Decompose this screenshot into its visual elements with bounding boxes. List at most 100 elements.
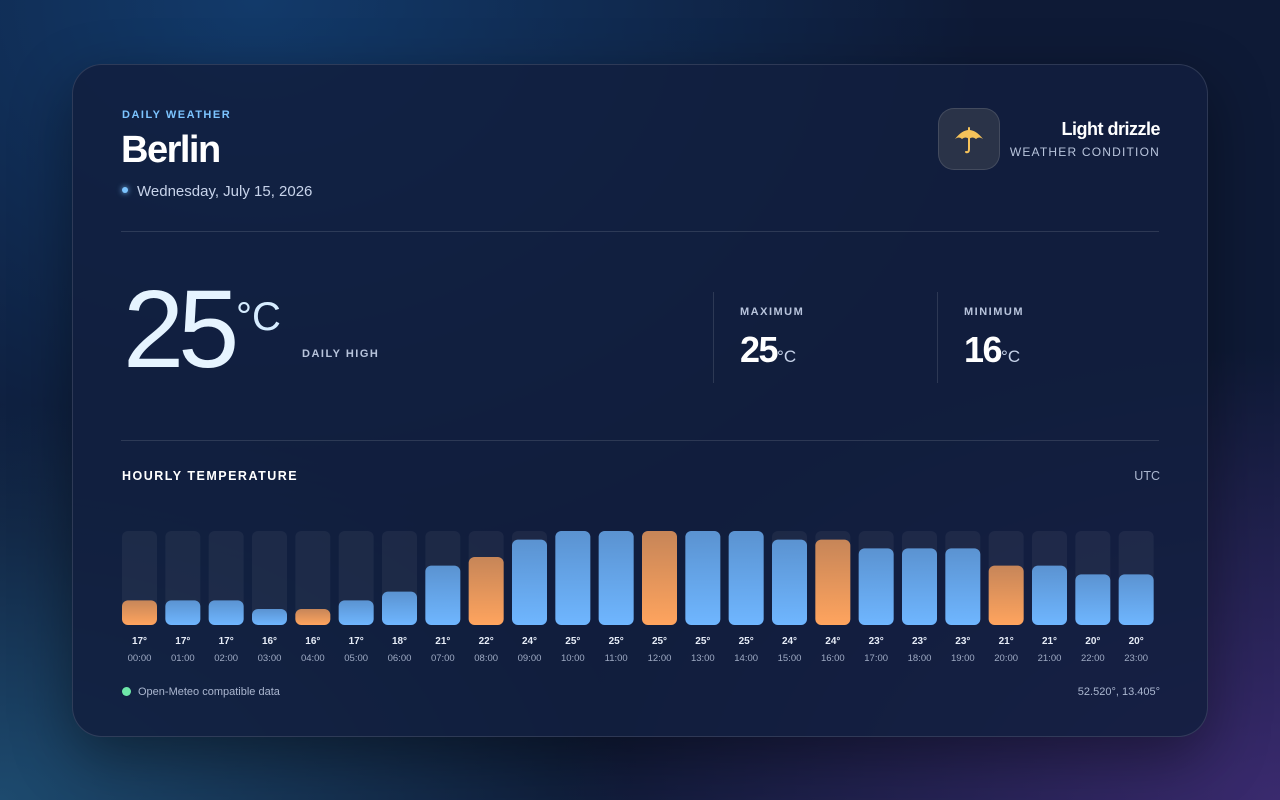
- x-tick-label: 22:00: [1081, 653, 1105, 664]
- maximum: 25: [740, 329, 779, 370]
- x-tick-label: 19:00: [951, 653, 975, 664]
- bar: [165, 600, 201, 625]
- value-label: 16°: [262, 636, 277, 647]
- value-label: 23°: [869, 636, 884, 647]
- hourly-chart: 17° 00:00 17° 01:00 17° 02:00 16° 03:00 16° 04:00…: [122, 531, 1154, 664]
- bar: [208, 600, 244, 625]
- bar: [858, 548, 894, 625]
- value-label: 17°: [175, 636, 190, 647]
- bar: [382, 591, 417, 625]
- maximum-group: 25°C: [740, 329, 796, 371]
- bar: [728, 531, 764, 625]
- bar-track: [252, 531, 287, 625]
- value-label: 25°: [609, 636, 624, 647]
- value-label: 25°: [695, 636, 710, 647]
- divider: [121, 440, 1159, 441]
- source-dot: [122, 687, 131, 696]
- value-label: 24°: [782, 636, 797, 647]
- value-label: 25°: [565, 636, 580, 647]
- coordinates: 52.520°, 13.405°: [1077, 686, 1160, 698]
- condition-label: WEATHER CONDITION: [1009, 145, 1160, 159]
- bar: [772, 539, 807, 625]
- x-tick-label: 15:00: [778, 653, 802, 664]
- condition: Light drizzle: [1061, 119, 1161, 139]
- bar: [1032, 565, 1067, 625]
- bar: [815, 539, 851, 625]
- value-label: 21°: [435, 636, 450, 647]
- date: Wednesday, July 15, 2026: [137, 183, 313, 200]
- maximum-label: MAXIMUM: [740, 306, 805, 318]
- minimum-label: MINIMUM: [964, 306, 1024, 318]
- value-label: 21°: [999, 636, 1014, 647]
- separator: [937, 292, 938, 383]
- value-label: 25°: [739, 636, 754, 647]
- x-tick-label: 23:00: [1124, 653, 1148, 664]
- separator: [713, 292, 714, 383]
- bar: [1075, 574, 1111, 625]
- value-label: 17°: [349, 636, 364, 647]
- value-label: 21°: [1042, 636, 1057, 647]
- x-tick-label: 11:00: [605, 653, 628, 664]
- x-tick-label: 09:00: [518, 653, 542, 664]
- minimum-group: 16°C: [964, 329, 1020, 371]
- value-label: 22°: [479, 636, 494, 647]
- source: Open-Meteo compatible data: [138, 686, 280, 698]
- value-label: 16°: [305, 636, 320, 647]
- x-tick-label: 18:00: [908, 653, 932, 664]
- value-label: 24°: [825, 636, 840, 647]
- x-tick-label: 04:00: [301, 653, 325, 664]
- bar: [468, 557, 504, 625]
- weather-card: DAILY WEATHER Berlin Wednesday, July 15,…: [72, 64, 1208, 737]
- x-tick-label: 07:00: [431, 653, 455, 664]
- umbrella-icon: [955, 127, 983, 154]
- x-tick-label: 14:00: [734, 653, 758, 664]
- bar: [425, 565, 461, 625]
- x-tick-label: 20:00: [994, 653, 1018, 664]
- x-tick-label: 17:00: [864, 653, 888, 664]
- bar: [945, 548, 981, 625]
- maximum-unit: °C: [777, 347, 797, 366]
- bar: [338, 600, 374, 625]
- value-label: 23°: [955, 636, 970, 647]
- chart-title: HOURLY TEMPERATURE: [122, 469, 299, 483]
- current-temperature: 25: [123, 268, 239, 391]
- x-tick-label: 00:00: [128, 653, 152, 664]
- x-tick-label: 03:00: [258, 653, 282, 664]
- temperature-unit: °C: [236, 295, 281, 339]
- x-tick-label: 21:00: [1038, 653, 1062, 664]
- x-tick-label: 05:00: [344, 653, 368, 664]
- minimum-unit: °C: [1001, 347, 1021, 366]
- timezone: UTC: [1134, 469, 1160, 483]
- temperature-label: DAILY HIGH: [302, 348, 380, 360]
- minimum: 16: [964, 329, 1003, 370]
- city: Berlin: [121, 129, 221, 171]
- value-label: 24°: [522, 636, 537, 647]
- x-tick-label: 16:00: [821, 653, 845, 664]
- x-tick-label: 13:00: [691, 653, 715, 664]
- bar: [252, 609, 287, 625]
- bar: [902, 548, 937, 625]
- value-label: 25°: [652, 636, 667, 647]
- bar: [598, 531, 634, 625]
- bar-track: [295, 531, 331, 625]
- x-tick-label: 12:00: [648, 653, 672, 664]
- x-tick-label: 10:00: [561, 653, 585, 664]
- x-tick-label: 02:00: [214, 653, 238, 664]
- value-label: 20°: [1085, 636, 1100, 647]
- bar: [555, 531, 591, 625]
- bar: [988, 565, 1024, 625]
- divider: [121, 231, 1159, 232]
- value-label: 20°: [1129, 636, 1144, 647]
- x-tick-label: 08:00: [474, 653, 498, 664]
- bar: [1118, 574, 1154, 625]
- bar: [642, 531, 677, 625]
- value-label: 17°: [132, 636, 147, 647]
- kicker: DAILY WEATHER: [122, 109, 232, 121]
- value-label: 18°: [392, 636, 407, 647]
- date-dot: [122, 187, 128, 193]
- value-label: 17°: [219, 636, 234, 647]
- condition-icon: [938, 108, 1000, 170]
- value-label: 23°: [912, 636, 927, 647]
- x-tick-label: 01:00: [171, 653, 195, 664]
- bar: [295, 609, 331, 625]
